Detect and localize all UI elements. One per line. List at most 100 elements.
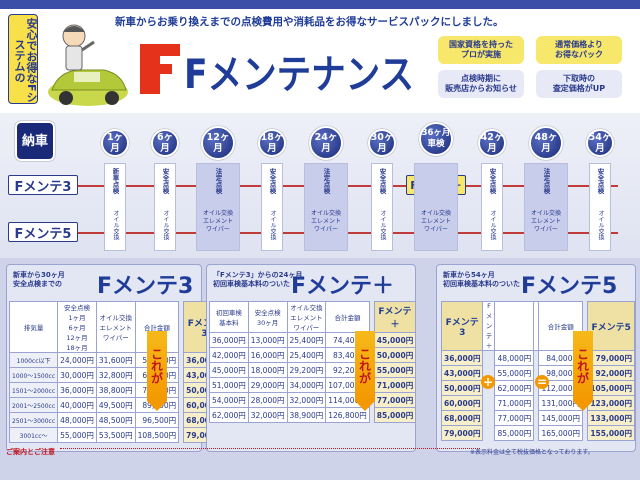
column-header: Fメンテ＋ xyxy=(373,301,417,333)
table-row: 68,000円 77,000円 145,000円 133,000円 xyxy=(440,410,635,426)
table-cell: 1000cc以下 xyxy=(8,352,59,368)
column-header: 合計金額 xyxy=(538,301,583,351)
table-cell: 77,000円 xyxy=(494,410,535,426)
table-cell: 13,000円 xyxy=(247,332,288,348)
milestone-circle: 納車 xyxy=(15,121,55,161)
table-cell: 55,000円 xyxy=(494,365,535,381)
milestone-circle: 42ヶ月 xyxy=(478,129,506,157)
arrow-tip xyxy=(355,401,375,411)
footnote: ※表示料金は全て税抜価格となっております。 xyxy=(470,449,594,456)
panel3: 新車から54ヶ月 初回車検基本料のついた Fメンテ5 Fメンテ3 Fメンテ＋ 合計金額 F… xyxy=(436,264,636,452)
savings-arrow: これが xyxy=(355,331,375,401)
table-cell: 16,000円 xyxy=(247,347,288,363)
table-cell: 77,000円 xyxy=(373,392,417,408)
table-cell: 32,000円 xyxy=(247,407,288,423)
table-cell: 79,000円 xyxy=(587,350,635,366)
table-row: 2501〜3000cc 48,000円 48,500円 96,500円 68,000円 xyxy=(8,412,226,428)
arrow-tip xyxy=(147,401,167,411)
table-cell: 28,000円 xyxy=(247,392,288,408)
service-top: 安全点検 xyxy=(268,168,276,194)
table-cell: 92,000円 xyxy=(587,365,635,381)
arrow-tip xyxy=(573,401,593,411)
table-header-row: 排気量 安全点検 1ヶ月 6ヶ月 12ヶ月 18ヶ月 オイル交換 エレメント ワイパ… xyxy=(8,301,226,353)
service-top: 安全点検 xyxy=(378,168,386,194)
service-bottom: オイル交換 xyxy=(112,210,119,240)
service-top: 安全点検 xyxy=(596,168,604,194)
table-cell: 71,000円 xyxy=(494,395,535,411)
table-cell: 133,000円 xyxy=(587,410,635,426)
plan-row-label: Fメンテ5 xyxy=(8,222,78,242)
table-cell: 31,600円 xyxy=(95,352,136,368)
service-column: 法定点検 オイル交換 エレメント ワイパー xyxy=(524,163,568,251)
column-header: 合計金額 xyxy=(134,301,180,353)
table-header-row: 初回車検 基本料 安全点検 30ヶ月 オイル交換 エレメント ワイパー 合計金額 Fメン… xyxy=(209,301,417,333)
table-cell: 79,000円 xyxy=(440,425,484,441)
column-header: オイル交換 エレメント ワイパー xyxy=(95,301,136,353)
service-column: 安全点検 オイル交換 xyxy=(589,163,611,251)
logo-text: Fメンテナンス xyxy=(184,52,414,98)
savings-arrow: これが xyxy=(147,331,167,401)
service-column: 安全点検 オイル交換 xyxy=(154,163,176,251)
table-cell: 112,000円 xyxy=(538,380,583,396)
table-cell: 62,000円 xyxy=(209,407,249,423)
service-top: 法定点検 xyxy=(322,168,330,194)
table-cell: 1000〜1500cc xyxy=(8,367,59,383)
panel2: 「Fメンテ3」からの24ヶ月 初回車検基本料のついた Fメンテ＋ 初回車検 基本料安… xyxy=(206,264,417,452)
table-cell: 38,800円 xyxy=(95,382,136,398)
operator-cell xyxy=(483,396,495,411)
table-cell: 48,000円 xyxy=(494,350,535,366)
milestone-circle: 30ヶ月 xyxy=(368,129,396,157)
table-row: 60,000円 71,000円 131,000円 123,000円 xyxy=(440,395,635,411)
panel-plan-name: Fメンテ3 xyxy=(97,274,194,299)
panel-plan-name: Fメンテ5 xyxy=(521,274,618,299)
table-cell: 51,000円 xyxy=(209,377,249,393)
table-cell: 98,000円 xyxy=(538,365,583,381)
plan-row-label: Fメンテ3 xyxy=(8,175,78,195)
table-cell: 48,500円 xyxy=(95,412,136,428)
operator-cell xyxy=(533,301,540,351)
milestone-circle: 54ヶ月 xyxy=(586,129,614,157)
table-row: 62,000円 32,000円 38,900円 126,800円 85,000円 xyxy=(209,407,417,423)
price-table: 初回車検 基本料 安全点検 30ヶ月 オイル交換 エレメント ワイパー 合計金額 Fメン… xyxy=(209,301,417,423)
column-header: オイル交換 エレメント ワイパー xyxy=(286,301,327,333)
tagline: 新車からお乗り換えまでの点検費用や消耗品をお得なサービスパックにしました。 xyxy=(115,16,504,28)
table-cell: 126,800円 xyxy=(325,407,370,423)
table-cell: 84,000円 xyxy=(538,350,583,366)
table-cell: 123,000円 xyxy=(587,395,635,411)
service-top: 法定点検 xyxy=(542,168,550,194)
service-bottom: オイル交換 xyxy=(162,210,169,240)
operator-cell xyxy=(483,411,495,426)
table-header-row: Fメンテ3 Fメンテ＋ 合計金額 Fメンテ5 xyxy=(440,301,635,351)
timeline-track xyxy=(78,185,618,187)
table-cell: 36,000円 xyxy=(57,382,97,398)
operator-cell xyxy=(483,351,495,366)
table-cell: 24,000円 xyxy=(57,352,97,368)
service-bottom: オイル交換 エレメント ワイパー xyxy=(310,210,341,233)
service-column: 新車点検 オイル交換 xyxy=(104,163,126,251)
table-cell: 3001cc〜 xyxy=(8,427,59,443)
badge-tradein: 下取時の 査定価格がUP xyxy=(536,70,622,98)
table-cell: 49,500円 xyxy=(95,397,136,413)
panel-title: 新車から30ヶ月 安全点検までの xyxy=(13,271,65,288)
table-cell: 30,000円 xyxy=(57,367,97,383)
badge-text: 通常価格より お得なパック xyxy=(555,40,603,59)
table-row: 3001cc〜 55,000円 53,500円 108,500円 79,000円 xyxy=(8,427,226,443)
panel1: 新車から30ヶ月 安全点検までの Fメンテ3 排気量 安全点検 1ヶ月 6ヶ月 12ヶ… xyxy=(6,264,226,452)
table-cell: 45,000円 xyxy=(373,332,417,348)
table-row: 43,000円 55,000円 98,000円 92,000円 xyxy=(440,365,635,381)
footer-divider xyxy=(60,448,480,449)
column-header: 排気量 xyxy=(8,301,59,353)
vertical-title: 安心でお得なFシステムの xyxy=(8,14,38,104)
service-top: 安全点検 xyxy=(161,168,169,194)
table-cell: 155,000円 xyxy=(587,425,635,441)
table-row: 54,000円 28,000円 32,000円 114,000円 77,000円 xyxy=(209,392,417,408)
table-cell: 32,800円 xyxy=(95,367,136,383)
badge-discount: 通常価格より お得なパック xyxy=(536,36,622,64)
service-column: 法定点検オイル交換 エレメント ワイパー xyxy=(304,163,348,251)
service-column: 安全点検 オイル交換 xyxy=(481,163,503,251)
table-cell: 50,000円 xyxy=(373,347,417,363)
table-cell: 50,000円 xyxy=(440,380,484,396)
table-row: 42,000円 16,000円 25,400円 83,400円 50,000円 xyxy=(209,347,417,363)
table-cell: 60,000円 xyxy=(440,395,484,411)
milestone-circle: 1ヶ月 xyxy=(101,129,129,157)
